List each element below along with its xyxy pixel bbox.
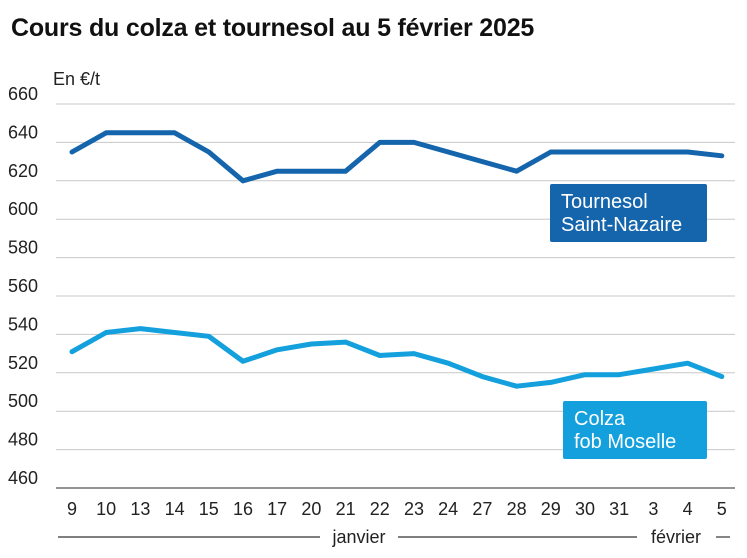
x-tick-label-2: 13: [130, 499, 150, 519]
series-label-colza-line-0: Colza: [574, 408, 626, 430]
data-point-tournesol-18: [685, 149, 690, 155]
series-label-box-colza: [563, 401, 707, 459]
data-point-colza-14: [548, 380, 553, 385]
x-tick-label-0: 9: [67, 499, 77, 519]
x-tick-label-17: 3: [648, 499, 658, 519]
data-point-colza-2: [138, 326, 143, 331]
x-tick-label-12: 27: [472, 499, 492, 519]
data-point-colza-17: [651, 366, 656, 372]
data-point-colza-19: [719, 374, 724, 379]
y-tick-label-660: 660: [8, 84, 38, 104]
data-point-colza-3: [172, 330, 177, 335]
x-tick-label-14: 29: [541, 499, 561, 519]
x-tick-label-15: 30: [575, 499, 595, 519]
data-point-colza-8: [343, 339, 348, 345]
data-point-colza-10: [411, 351, 417, 356]
data-point-colza-6: [275, 347, 280, 352]
month-label-janvier: janvier: [331, 527, 385, 547]
data-point-colza-7: [309, 341, 314, 347]
y-tick-label-620: 620: [8, 161, 38, 181]
x-tick-label-9: 22: [370, 499, 390, 519]
data-point-colza-4: [206, 334, 211, 339]
x-tick-label-19: 5: [717, 499, 727, 519]
data-point-tournesol-11: [446, 149, 451, 155]
data-point-tournesol-3: [172, 130, 177, 135]
x-tick-label-4: 15: [199, 499, 219, 519]
x-tick-label-10: 23: [404, 499, 424, 519]
x-tick-label-1: 10: [96, 499, 116, 519]
y-tick-label-540: 540: [8, 314, 38, 334]
data-point-colza-1: [104, 330, 109, 335]
series-label-colza-line-1: fob Moselle: [574, 431, 676, 453]
series-label-tournesol-line-0: Tournesol: [561, 191, 648, 213]
x-tick-label-5: 16: [233, 499, 253, 519]
data-point-colza-12: [480, 374, 485, 379]
data-point-colza-18: [685, 361, 690, 366]
y-tick-label-560: 560: [8, 276, 38, 296]
data-point-colza-11: [446, 361, 451, 366]
data-point-colza-15: [582, 372, 588, 377]
y-tick-label-480: 480: [8, 430, 38, 450]
data-point-tournesol-10: [411, 140, 417, 145]
data-point-tournesol-16: [617, 149, 622, 155]
data-point-tournesol-19: [719, 153, 724, 159]
x-tick-label-11: 24: [438, 499, 458, 519]
x-tick-label-8: 21: [336, 499, 356, 519]
x-tick-label-18: 4: [683, 499, 693, 519]
y-tick-label-500: 500: [8, 391, 38, 411]
data-point-tournesol-6: [275, 169, 280, 174]
x-tick-label-16: 31: [609, 499, 629, 519]
data-point-tournesol-8: [343, 169, 348, 174]
data-point-colza-5: [240, 359, 246, 364]
data-point-tournesol-15: [582, 149, 588, 155]
data-point-tournesol-0: [69, 149, 75, 155]
data-point-colza-13: [514, 384, 519, 389]
y-tick-label-580: 580: [8, 238, 38, 258]
data-point-tournesol-12: [480, 159, 485, 164]
data-point-colza-0: [69, 349, 75, 354]
data-point-tournesol-17: [651, 149, 656, 155]
x-tick-label-3: 14: [165, 499, 185, 519]
y-tick-label-520: 520: [8, 353, 38, 373]
data-point-tournesol-9: [377, 140, 382, 145]
series-line-tournesol: [69, 130, 725, 184]
y-tick-label-460: 460: [8, 468, 38, 488]
x-tick-label-7: 20: [301, 499, 321, 519]
data-point-tournesol-2: [138, 130, 143, 135]
series-label-box-tournesol: [550, 184, 707, 242]
chart-title: Cours du colza et tournesol au 5 février…: [11, 14, 535, 42]
month-label-fevrier: février: [651, 527, 701, 547]
data-point-tournesol-5: [240, 178, 246, 183]
y-axis-unit-label: En €/t: [53, 69, 101, 89]
data-point-tournesol-14: [548, 149, 553, 155]
series-line-colza: [69, 326, 725, 389]
data-point-tournesol-7: [309, 169, 314, 174]
series-label-tournesol-line-1: Saint-Nazaire: [561, 214, 682, 236]
data-point-tournesol-13: [514, 169, 519, 174]
y-tick-label-600: 600: [8, 199, 38, 219]
data-point-colza-16: [617, 372, 622, 377]
data-point-tournesol-1: [104, 130, 109, 135]
y-tick-label-640: 640: [8, 122, 38, 142]
x-tick-label-13: 28: [507, 499, 527, 519]
x-tick-label-6: 17: [267, 499, 287, 519]
data-point-colza-9: [377, 353, 382, 358]
data-point-tournesol-4: [206, 149, 211, 155]
